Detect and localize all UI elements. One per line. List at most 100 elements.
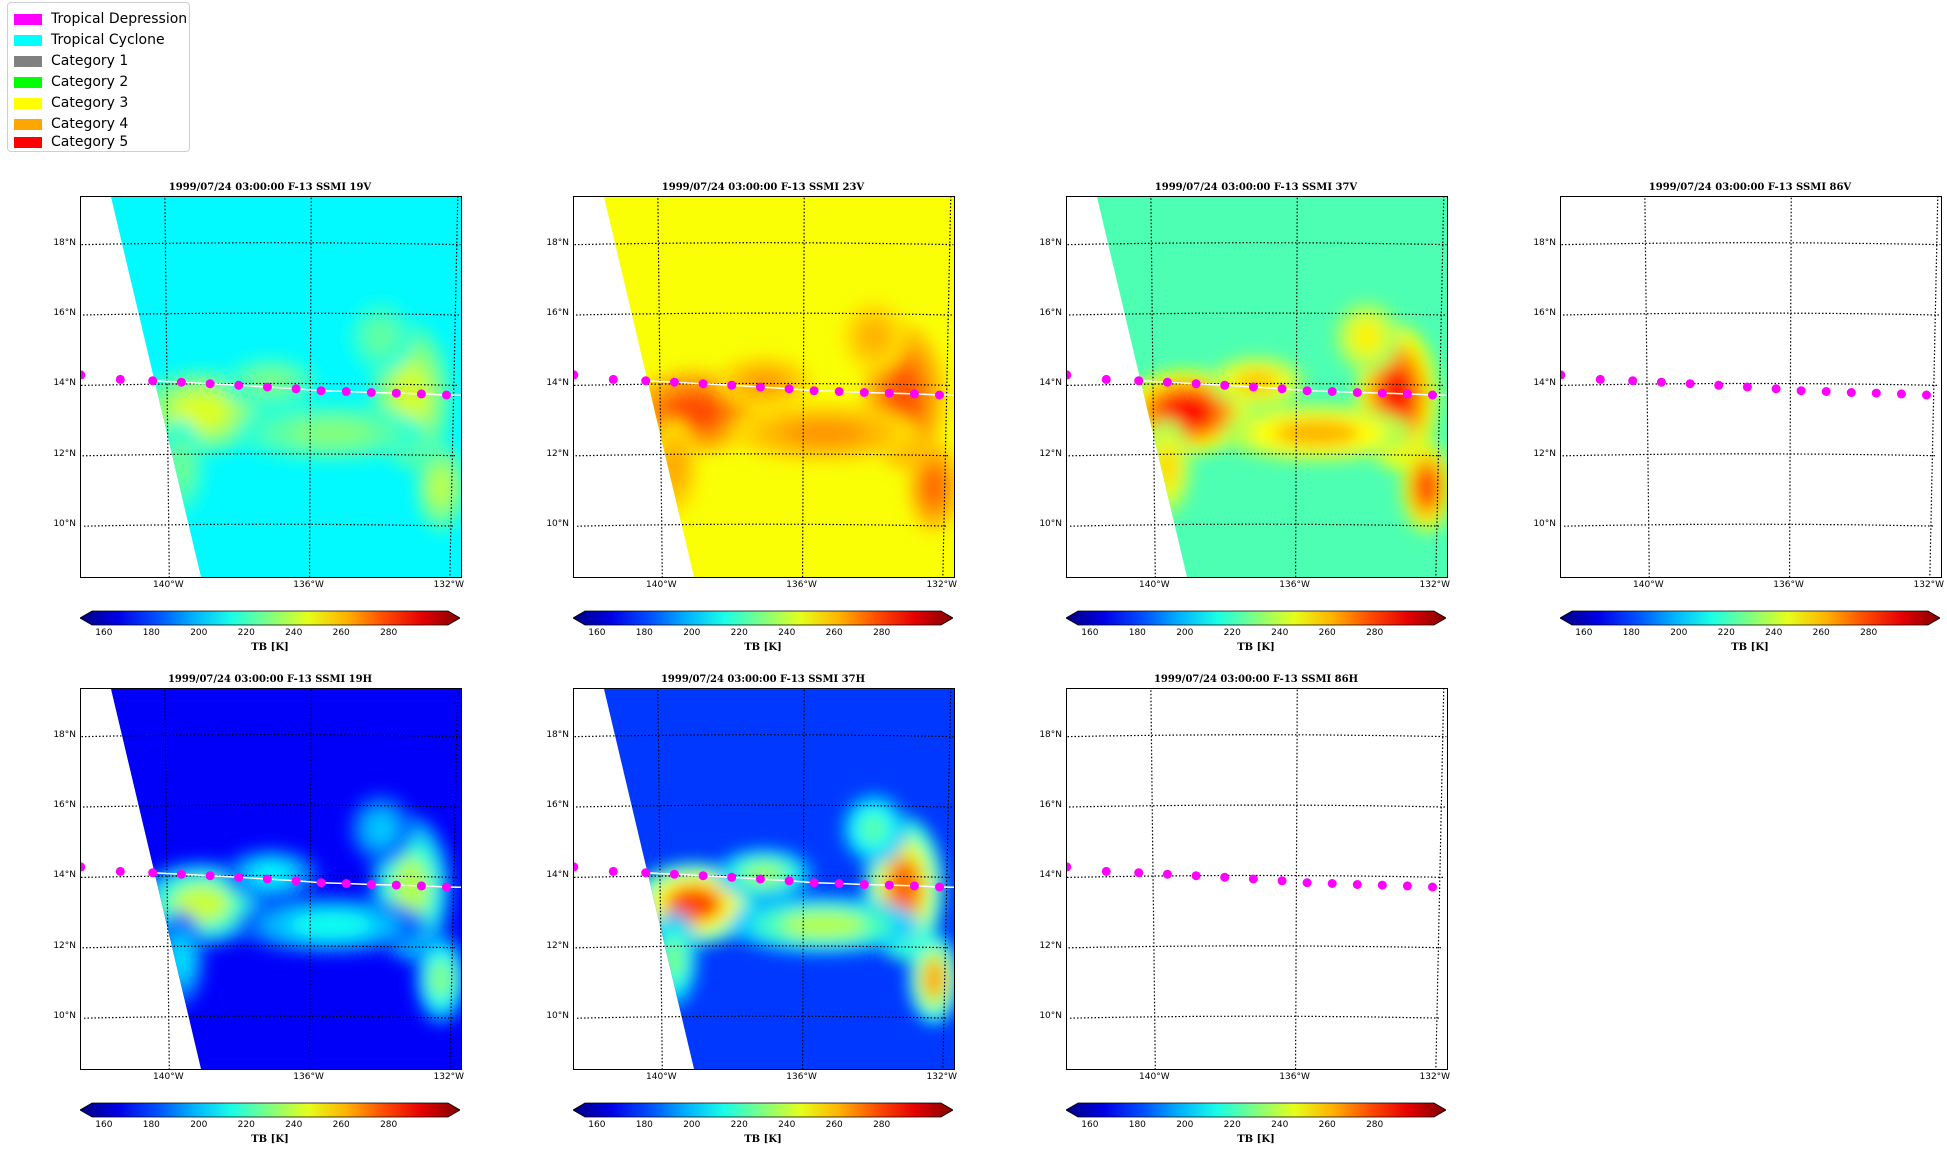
- map-area: [80, 688, 462, 1070]
- latitude-gridline: [81, 734, 461, 738]
- storm-track-point: [834, 879, 844, 888]
- latitude-gridline: [83, 1015, 455, 1019]
- map-area: [573, 196, 955, 578]
- longitude-label: 132°W: [433, 1072, 465, 1082]
- map-area: [1560, 196, 1942, 578]
- longitude-label: 132°W: [926, 580, 958, 590]
- longitude-label: 136°W: [1279, 1072, 1310, 1082]
- graticule: [574, 197, 954, 577]
- panel-title: 1999/07/24 03:00:00 F-13 SSMI 23V: [661, 182, 865, 193]
- legend-label: Category 5: [51, 134, 129, 150]
- storm-track-point: [205, 379, 215, 389]
- legend-label: Tropical Cyclone: [51, 32, 165, 48]
- longitude-gridline: [802, 689, 805, 1069]
- storm-track-point: [1796, 386, 1806, 396]
- longitude-label: 132°W: [433, 580, 465, 590]
- longitude-gridline: [449, 197, 459, 577]
- latitude-label: 10°N: [546, 519, 569, 530]
- latitude-gridline: [1068, 453, 1442, 457]
- storm-category-legend: Tropical Depression Tropical Cyclone Cat…: [7, 2, 190, 152]
- storm-track-point: [1628, 376, 1638, 386]
- storm-track-point: [176, 869, 186, 879]
- latitude-gridline: [575, 453, 949, 457]
- longitude-gridline: [164, 197, 170, 577]
- storm-track-point: [1220, 872, 1230, 882]
- storm-track-point: [809, 878, 819, 888]
- map-area: [80, 196, 462, 578]
- graticule: [1067, 197, 1447, 577]
- colorbar-tick-label: 180: [142, 1120, 160, 1130]
- latitude-label: 18°N: [1533, 237, 1556, 248]
- colorbar-gradient: [573, 1102, 953, 1118]
- longitude-gridline: [449, 689, 459, 1069]
- storm-track-point: [1248, 874, 1258, 884]
- graticule: [574, 689, 954, 1069]
- temperature-feature: [1353, 321, 1381, 353]
- legend-item: Category 2: [14, 72, 128, 92]
- longitude-gridline: [1929, 197, 1939, 577]
- latitude-label: 16°N: [546, 308, 569, 319]
- storm-track-point: [935, 390, 944, 400]
- latitude-gridline: [576, 1015, 948, 1019]
- storm-track-point: [1327, 387, 1337, 396]
- storm-track-point: [391, 388, 401, 398]
- colorbar-gradient: [80, 610, 460, 626]
- storm-track-point: [935, 882, 944, 892]
- colorbar-tick-label: 160: [1081, 1120, 1099, 1130]
- storm-track-point: [834, 387, 844, 396]
- storm-track-point: [1402, 881, 1412, 891]
- latitude-label: 18°N: [53, 729, 76, 740]
- legend-item: Category 3: [14, 93, 128, 113]
- colorbar-tick-label: 260: [825, 628, 843, 638]
- colorbar-tick-label: 220: [730, 628, 748, 638]
- colorbar-tick-label: 280: [1860, 628, 1878, 638]
- latitude-label: 12°N: [546, 940, 569, 951]
- storm-track-point: [809, 386, 819, 396]
- latitude-gridline: [574, 312, 952, 316]
- latitude-label: 12°N: [1039, 448, 1062, 459]
- longitude-label: 140°W: [1139, 1072, 1170, 1082]
- storm-track-point: [1302, 878, 1312, 888]
- longitude-label: 132°W: [1913, 580, 1945, 590]
- colorbar-tick-label: 220: [1223, 628, 1241, 638]
- storm-track-point: [1377, 388, 1387, 398]
- brightness-temperature-swath: [1097, 197, 1447, 577]
- storm-track-point: [884, 388, 894, 398]
- storm-track-point: [574, 370, 579, 380]
- colorbar-tick-label: 220: [730, 1120, 748, 1130]
- storm-track-point: [859, 388, 869, 397]
- colorbar-tick-label: 220: [237, 628, 255, 638]
- latitude-label: 14°N: [1533, 378, 1556, 389]
- storm-track-point: [1742, 382, 1752, 392]
- latitude-label: 10°N: [546, 1011, 569, 1022]
- latitude-gridline: [81, 242, 461, 246]
- colorbar-tick-label: 180: [142, 628, 160, 638]
- storm-track-point: [1162, 869, 1172, 879]
- longitude-label: 136°W: [1773, 580, 1804, 590]
- storm-track-point: [366, 880, 376, 889]
- temperature-feature: [1415, 467, 1439, 507]
- panel-title: 1999/07/24 03:00:00 F-13 SSMI 37V: [1154, 182, 1358, 193]
- map-canvas: [81, 197, 461, 577]
- storm-track-point: [641, 376, 651, 386]
- storm-track-point: [1191, 871, 1201, 881]
- colorbar: [80, 610, 460, 626]
- colorbar-tick-label: 260: [1318, 628, 1336, 638]
- colorbar-tick-label: 260: [332, 628, 350, 638]
- longitude-label: 140°W: [1139, 580, 1170, 590]
- storm-track-point: [727, 380, 737, 390]
- graticule: [81, 689, 461, 1069]
- colorbar: [80, 1102, 460, 1118]
- storm-track-point: [1067, 370, 1072, 380]
- longitude-gridline: [802, 197, 805, 577]
- longitude-label: 140°W: [646, 1072, 677, 1082]
- legend-label: Category 4: [51, 116, 129, 132]
- storm-track-point: [574, 862, 579, 872]
- temperature-feature: [922, 959, 946, 999]
- longitude-label: 136°W: [293, 1072, 324, 1082]
- legend-item: Category 5: [14, 134, 129, 150]
- colorbar-tick-label: 280: [1366, 1120, 1384, 1130]
- colorbar-tick-label: 240: [285, 628, 303, 638]
- legend-item: Category 4: [14, 114, 128, 134]
- storm-track-point: [1428, 882, 1437, 892]
